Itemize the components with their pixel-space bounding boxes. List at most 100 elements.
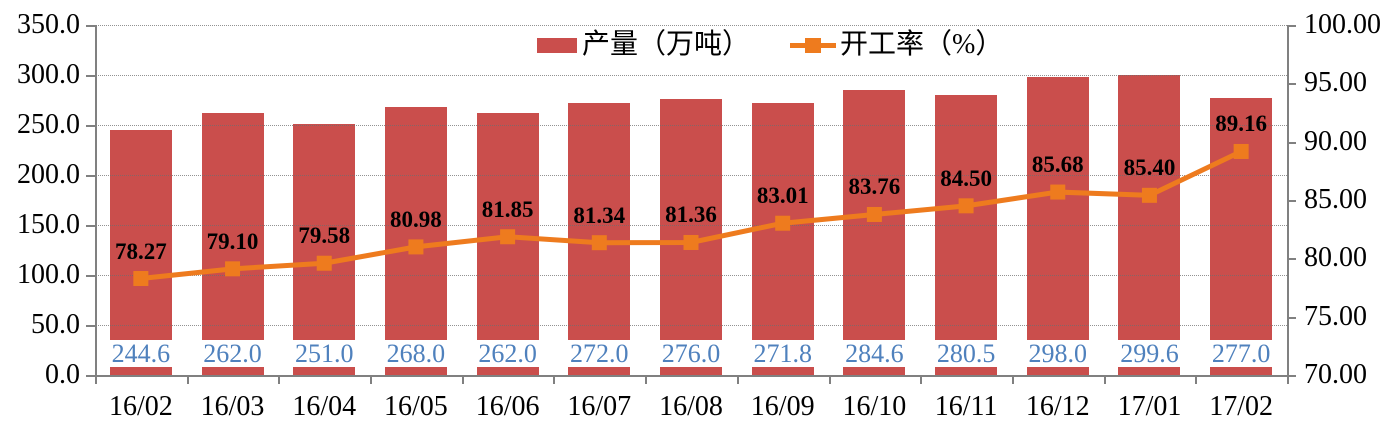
x-axis-tick (553, 375, 556, 384)
bar (293, 124, 356, 375)
x-axis-tick (645, 375, 648, 384)
bar-value-label: 268.0 (384, 339, 447, 368)
x-axis-tick (278, 375, 281, 384)
chart-legend: 产量（万吨） 开工率（%） (537, 30, 1003, 60)
x-axis-label: 16/05 (384, 391, 448, 422)
bar (935, 94, 998, 375)
right-axis-label: 80.00 (1304, 242, 1367, 274)
legend-label-operating-rate: 开工率（%） (840, 29, 1004, 60)
gridline (95, 175, 1287, 176)
bar-value-label: 276.0 (660, 339, 722, 368)
gridline (95, 25, 1287, 26)
bar-series-swatch-icon (537, 37, 577, 53)
right-axis-tick (1287, 25, 1296, 27)
bar-value-label: 251.0 (293, 339, 356, 368)
gridline (95, 75, 1287, 76)
right-axis-tick (1287, 375, 1296, 377)
right-axis-tick (1287, 258, 1296, 261)
x-axis-label: 16/04 (292, 391, 357, 422)
line-point-label: 81.36 (665, 202, 717, 228)
x-axis-label: 17/02 (1209, 391, 1274, 422)
left-axis-label: 50.0 (31, 309, 80, 340)
line-point-label: 85.68 (1031, 152, 1084, 178)
gridline (95, 275, 1287, 276)
bar-value-label: 299.6 (1118, 339, 1181, 368)
line-point-label: 89.16 (1215, 111, 1268, 137)
line-marker-point (1141, 187, 1157, 203)
x-axis-tick (1103, 375, 1106, 384)
x-axis-tick (95, 375, 97, 384)
legend-label-production: 产量（万吨） (582, 29, 751, 60)
line-marker-point (775, 215, 791, 231)
left-axis-label: 350.0 (17, 9, 80, 40)
legend-item-operating-rate: 开工率（%） (790, 30, 1003, 60)
right-axis-label: 95.00 (1304, 67, 1367, 99)
x-axis-tick (1195, 375, 1198, 384)
bar-value-label: 272.0 (568, 339, 631, 368)
left-axis-tick (86, 225, 95, 227)
line-marker-point (408, 239, 424, 255)
right-axis-tick (1287, 141, 1296, 144)
x-axis-tick (1011, 375, 1014, 384)
x-axis-tick (828, 375, 831, 384)
left-axis-label: 150.0 (17, 209, 80, 240)
line-marker-point (1233, 143, 1249, 159)
x-axis-label: 16/11 (934, 391, 998, 422)
right-axis-label: 90.00 (1304, 125, 1367, 157)
line-point-label: 78.27 (114, 238, 167, 264)
x-axis-label: 16/12 (1025, 391, 1090, 422)
bar-value-label: 298.0 (1026, 339, 1089, 368)
gridline (95, 125, 1287, 126)
left-axis-tick (86, 275, 95, 277)
line-point-label: 83.76 (848, 174, 901, 200)
line-point-label: 85.40 (1123, 155, 1176, 181)
left-axis-label: 250.0 (17, 109, 80, 140)
line-series-marker-icon (790, 37, 837, 53)
bar (751, 103, 814, 375)
x-axis-tick (920, 375, 923, 384)
x-axis-label: 16/08 (659, 391, 723, 422)
bar-value-label: 284.6 (843, 339, 906, 368)
x-axis-label: 16/06 (475, 391, 540, 422)
left-axis-tick (86, 375, 95, 377)
line-point-label: 79.58 (298, 223, 351, 249)
left-axis-label: 0.0 (45, 359, 80, 390)
gridline (95, 225, 1287, 226)
x-axis-tick (370, 375, 373, 384)
line-point-label: 83.01 (756, 183, 809, 209)
left-axis-tick (86, 25, 95, 27)
bar (109, 130, 172, 375)
left-axis-tick (86, 75, 95, 77)
line-marker-point (133, 271, 149, 287)
left-axis-tick (86, 325, 95, 327)
line-point-label: 79.10 (206, 228, 259, 254)
right-axis-label: 100.00 (1304, 9, 1381, 40)
left-axis-tick (86, 175, 95, 177)
bar-value-label: 280.5 (935, 339, 998, 368)
right-axis-tick (1287, 316, 1296, 319)
line-point-label: 81.34 (573, 202, 626, 228)
line-marker-point (591, 235, 607, 251)
line-marker-point (225, 261, 241, 277)
x-axis-tick (736, 375, 739, 384)
line-marker-point (500, 229, 516, 245)
legend-item-production: 产量（万吨） (537, 30, 750, 60)
x-axis (86, 375, 1296, 377)
bar-value-label: 262.0 (476, 339, 539, 368)
left-axis-label: 300.0 (17, 59, 80, 90)
x-axis-label: 16/07 (567, 391, 632, 422)
x-axis-tick (186, 375, 189, 384)
line-marker-point (316, 255, 332, 271)
x-axis-label: 16/10 (842, 391, 907, 422)
right-axis-tick (1287, 200, 1296, 202)
line-marker-point (1050, 184, 1066, 200)
x-axis-label: 16/09 (750, 391, 815, 422)
left-axis-tick (86, 125, 95, 127)
line-marker-point (958, 198, 974, 214)
left-y-axis (95, 25, 97, 384)
right-axis-label: 75.00 (1304, 300, 1367, 332)
bar-value-label: 277.0 (1210, 339, 1273, 368)
gridline (95, 325, 1287, 326)
